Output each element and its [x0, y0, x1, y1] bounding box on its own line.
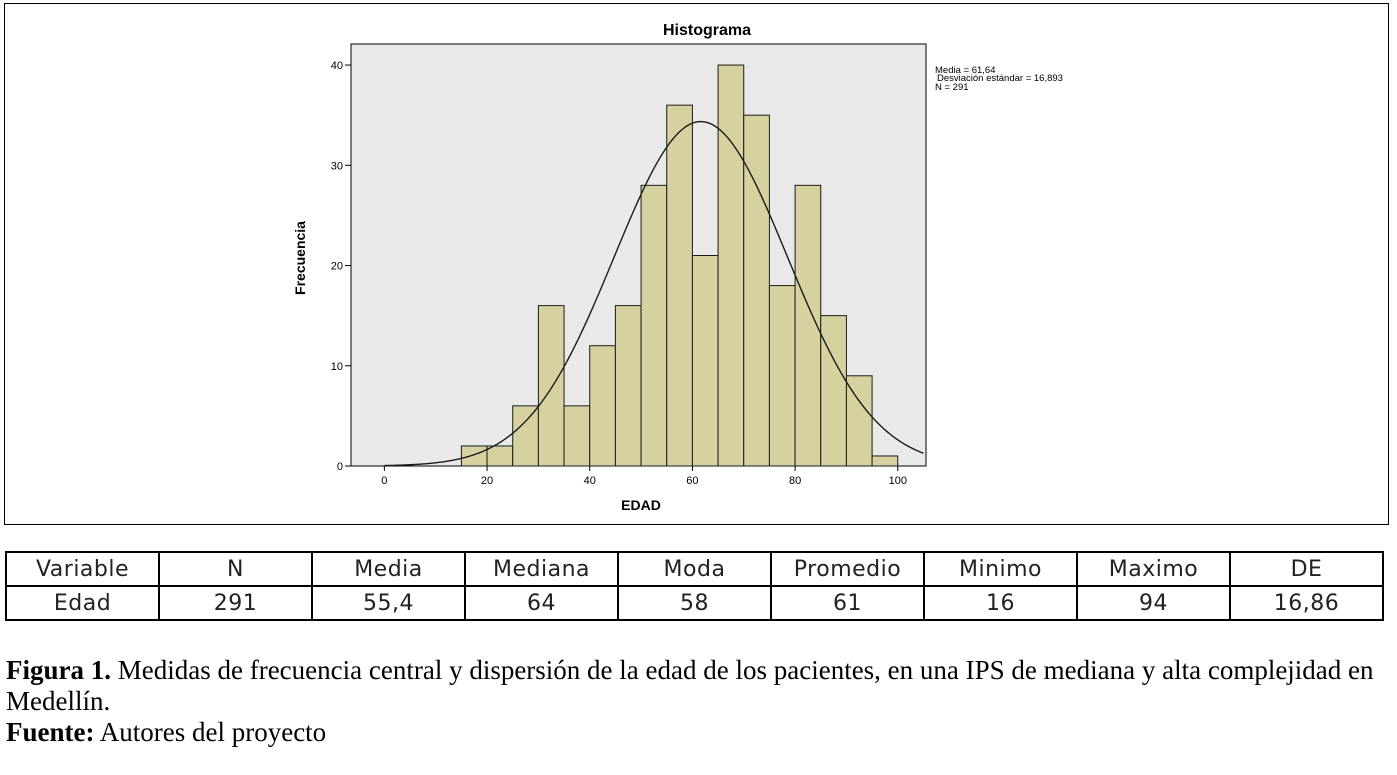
table-header-cell: Maximo	[1076, 551, 1231, 587]
histogram-bar	[460, 445, 488, 467]
histogram-bar	[871, 455, 899, 467]
figure-caption-text: Figura 1. Medidas de frecuencia central …	[6, 655, 1391, 717]
histogram-bar	[486, 445, 514, 467]
x-axis-label: EDAD	[621, 497, 661, 513]
table-cell: 58	[617, 585, 772, 621]
stats-legend-sd: Desviación estándar = 16,893	[937, 73, 1063, 84]
table-header-row: Variable N Media Mediana Moda Promedio M…	[5, 551, 1384, 587]
table-header-cell: Media	[311, 551, 466, 587]
table-cell: 64	[464, 585, 619, 621]
table-header-cell: Variable	[5, 551, 160, 587]
stats-table: Variable N Media Mediana Moda Promedio M…	[5, 551, 1384, 621]
histogram-bar	[717, 64, 745, 467]
histogram-bar	[666, 104, 693, 467]
bars-group	[460, 64, 899, 467]
chart-title: Histograma	[663, 22, 751, 39]
table-cell: 291	[158, 585, 313, 621]
stats-legend-mean: Media = 61,64	[935, 65, 995, 76]
histogram-bar	[614, 305, 642, 467]
figure-description: Medidas de frecuencia central y dispersi…	[6, 655, 1374, 716]
figure-label: Figura 1.	[6, 655, 111, 685]
stats-legend-n: N = 291	[935, 82, 969, 93]
table-cell: 16	[923, 585, 1078, 621]
y-tick-label: 40	[331, 60, 343, 72]
stats-legend: Media = 61,64 Desviación estándar = 16,8…	[935, 65, 1063, 93]
figure-caption: Figura 1. Medidas de frecuencia central …	[6, 655, 1391, 748]
source-label: Fuente:	[6, 717, 95, 747]
histogram-bar	[691, 255, 719, 467]
x-tick-label: 20	[481, 475, 493, 487]
histogram-bar	[589, 345, 616, 467]
x-tick-label: 100	[889, 475, 907, 487]
table-cell: 94	[1076, 585, 1231, 621]
histogram-bar	[743, 114, 770, 467]
x-tick-label: 60	[686, 475, 698, 487]
x-tick-label: 40	[584, 475, 596, 487]
y-tick-label: 10	[331, 361, 343, 373]
histogram-bar	[563, 405, 591, 467]
source-text: Autores del proyecto	[94, 717, 327, 747]
table-header-cell: DE	[1229, 551, 1384, 587]
table-header-cell: Moda	[617, 551, 772, 587]
normal-curve	[384, 120, 924, 467]
table-cell: 55,4	[311, 585, 466, 621]
y-tick-label: 0	[337, 461, 343, 473]
y-tick-label: 20	[331, 261, 343, 273]
chart-frame: 0 10 20 30 40 0 20 40 60 80 100 Histograma EDAD Fr…	[4, 3, 1389, 525]
histogram-bar	[845, 375, 873, 467]
table-header-cell: N	[158, 551, 313, 587]
table-header-cell: Promedio	[770, 551, 925, 587]
histogram-bar	[537, 305, 565, 467]
axes-group: 0 10 20 30 40 0 20 40 60 80 100	[331, 60, 907, 487]
table-cell: 61	[770, 585, 925, 621]
table-cell: 16,86	[1229, 585, 1384, 621]
x-tick-label: 0	[381, 475, 387, 487]
table-cell: Edad	[5, 585, 160, 621]
table-row: Edad 291 55,4 64 58 61 16 94 16,86	[5, 585, 1384, 621]
table-header-cell: Mediana	[464, 551, 619, 587]
histogram-chart: 0 10 20 30 40 0 20 40 60 80 100 Histograma EDAD Fr…	[292, 22, 1063, 513]
x-tick-label: 80	[789, 475, 801, 487]
histogram-bar	[512, 405, 539, 467]
histogram-bar	[768, 285, 796, 467]
histogram-bar	[640, 184, 668, 467]
y-tick-label: 30	[331, 160, 343, 172]
source-line: Fuente: Autores del proyecto	[6, 717, 1391, 748]
histogram-bar	[820, 315, 847, 467]
table-header-cell: Minimo	[923, 551, 1078, 587]
y-axis-label: Frecuencia	[292, 221, 308, 295]
